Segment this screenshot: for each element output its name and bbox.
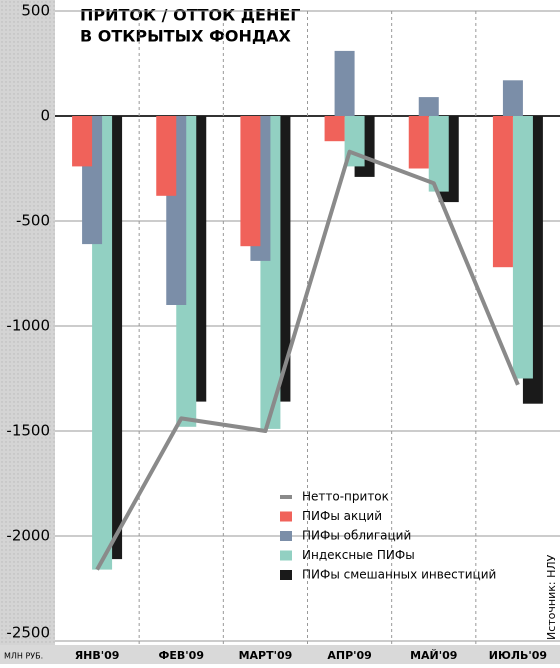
legend-swatch <box>280 550 292 561</box>
category-band <box>0 645 560 664</box>
legend-swatch <box>280 511 292 522</box>
x-tick-label: ИЮЛЬ'09 <box>489 649 547 662</box>
x-tick-label: МАРТ'09 <box>239 649 293 662</box>
chart-title: ПРИТОК / ОТТОК ДЕНЕГ <box>80 6 300 25</box>
net-line <box>95 149 520 571</box>
x-tick-label: ЯНВ'09 <box>75 649 120 662</box>
y-tick-label: 500 <box>21 2 50 20</box>
x-tick-label: МАЙ'09 <box>410 649 457 662</box>
bar <box>512 116 533 379</box>
bar <box>408 116 429 169</box>
x-tick-label: АПР'09 <box>327 649 371 662</box>
legend-label: ПИФы акций <box>302 509 382 523</box>
bar <box>418 97 439 116</box>
axis-panel <box>0 0 55 664</box>
legend-label: ПИФы смешанных инвестиций <box>302 568 496 582</box>
y-tick-label: -500 <box>16 212 50 230</box>
bar <box>502 80 523 116</box>
legend-swatch <box>280 531 292 541</box>
legend-label: Нетто-приток <box>302 490 389 504</box>
bar <box>492 116 513 268</box>
legend-label: Индексные ПИФы <box>302 548 415 562</box>
y-tick-label: -1500 <box>6 422 50 440</box>
y-tick-label: -1000 <box>6 317 50 335</box>
y-tick-label: -2500 <box>6 624 50 642</box>
bar <box>428 116 449 192</box>
bar <box>72 116 93 167</box>
bar <box>334 50 355 116</box>
legend-label: ПИФы облигаций <box>302 529 411 543</box>
y-tick-label: 0 <box>40 107 50 125</box>
bar <box>156 116 177 196</box>
legend-swatch <box>280 570 292 580</box>
y-tick-label: -2000 <box>6 527 50 545</box>
bar <box>240 116 261 247</box>
source: Источник: НЛУ <box>545 554 558 640</box>
chart-title: В ОТКРЫТЫХ ФОНДАХ <box>80 27 292 46</box>
y-unit-label: МЛН РУБ. <box>4 652 43 661</box>
legend-swatch <box>280 495 292 499</box>
x-tick-label: ФЕВ'09 <box>159 649 204 662</box>
bar <box>324 116 345 142</box>
